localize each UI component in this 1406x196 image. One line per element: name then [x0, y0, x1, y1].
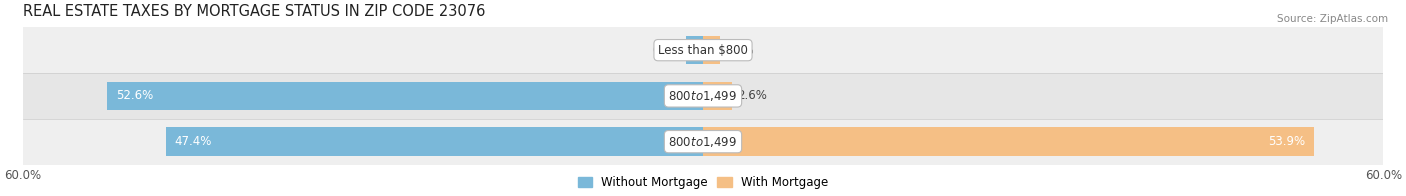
Text: 53.9%: 53.9% — [1268, 135, 1305, 148]
Bar — [703, 82, 733, 110]
Text: Less than $800: Less than $800 — [658, 44, 748, 57]
Bar — [107, 82, 703, 110]
Text: 2.6%: 2.6% — [737, 89, 766, 102]
Text: 47.4%: 47.4% — [174, 135, 212, 148]
Bar — [703, 36, 720, 64]
Legend: Without Mortgage, With Mortgage: Without Mortgage, With Mortgage — [578, 176, 828, 189]
Text: 52.6%: 52.6% — [115, 89, 153, 102]
Bar — [22, 73, 1384, 119]
Bar — [686, 36, 703, 64]
Bar — [22, 27, 1384, 73]
Text: 0.0%: 0.0% — [652, 44, 682, 57]
Text: 0.0%: 0.0% — [724, 44, 754, 57]
Text: $800 to $1,499: $800 to $1,499 — [668, 89, 738, 103]
Text: $800 to $1,499: $800 to $1,499 — [668, 135, 738, 149]
Bar — [166, 127, 703, 156]
Text: Source: ZipAtlas.com: Source: ZipAtlas.com — [1277, 14, 1388, 24]
Bar — [703, 127, 1315, 156]
Text: REAL ESTATE TAXES BY MORTGAGE STATUS IN ZIP CODE 23076: REAL ESTATE TAXES BY MORTGAGE STATUS IN … — [22, 4, 485, 19]
Bar — [22, 119, 1384, 164]
